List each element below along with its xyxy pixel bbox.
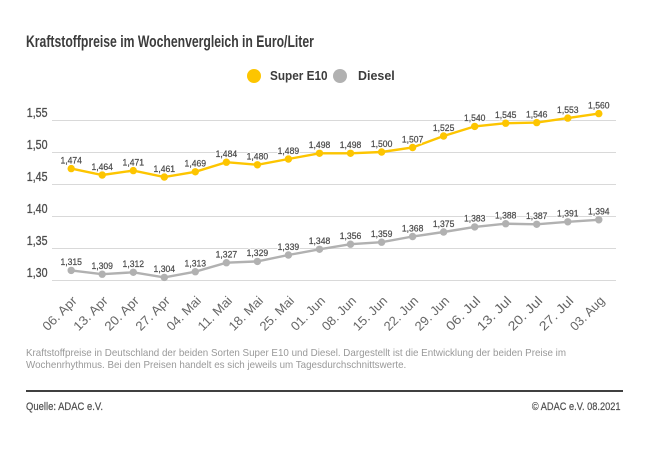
svg-text:1,327: 1,327 [216,250,238,260]
svg-text:1,464: 1,464 [91,162,113,172]
svg-text:1,391: 1,391 [557,209,579,219]
svg-text:1,500: 1,500 [371,139,393,149]
svg-text:1,461: 1,461 [154,164,176,174]
svg-text:1,383: 1,383 [464,214,486,224]
svg-text:1,560: 1,560 [588,100,610,110]
svg-text:1,309: 1,309 [91,261,113,271]
svg-text:1,560: 1,560 [588,100,610,110]
svg-text:1,471: 1,471 [123,157,145,167]
svg-text:1,474: 1,474 [60,155,82,165]
svg-text:1,312: 1,312 [123,259,145,269]
svg-text:1,368: 1,368 [402,223,424,233]
svg-text:1,375: 1,375 [433,219,455,229]
svg-text:1,484: 1,484 [216,149,238,159]
svg-text:1,356: 1,356 [340,231,362,241]
svg-text:1,498: 1,498 [309,140,331,150]
svg-text:1,55: 1,55 [27,106,48,120]
svg-text:1,339: 1,339 [278,242,300,252]
svg-text:1,329: 1,329 [247,248,269,258]
svg-text:1,356: 1,356 [340,231,362,241]
svg-text:1,540: 1,540 [464,113,486,123]
svg-text:1,45: 1,45 [27,170,48,184]
svg-text:1,387: 1,387 [526,211,548,221]
svg-text:1,489: 1,489 [278,146,300,156]
svg-text:1,348: 1,348 [309,236,331,246]
svg-text:1,312: 1,312 [123,259,145,269]
svg-text:1,553: 1,553 [557,105,579,115]
svg-text:1,500: 1,500 [371,139,393,149]
svg-text:1,464: 1,464 [91,162,113,172]
svg-text:1,525: 1,525 [433,123,455,133]
svg-text:1,368: 1,368 [402,223,424,233]
svg-text:1,40: 1,40 [27,202,48,216]
svg-text:1,388: 1,388 [495,211,517,221]
svg-text:1,375: 1,375 [433,219,455,229]
svg-text:1,545: 1,545 [495,110,517,120]
svg-text:1,545: 1,545 [495,110,517,120]
svg-text:1,391: 1,391 [557,209,579,219]
svg-text:1,471: 1,471 [123,157,145,167]
svg-text:1,388: 1,388 [495,211,517,221]
svg-text:1,394: 1,394 [588,207,610,217]
svg-text:1,304: 1,304 [154,264,176,274]
svg-text:1,469: 1,469 [185,159,207,169]
svg-text:1,35: 1,35 [27,234,48,248]
svg-text:1,469: 1,469 [185,159,207,169]
svg-text:1,348: 1,348 [309,236,331,246]
svg-text:03. Aug: 03. Aug [567,293,608,334]
svg-text:1,489: 1,489 [278,146,300,156]
svg-text:1,507: 1,507 [402,134,424,144]
svg-text:1,540: 1,540 [464,113,486,123]
svg-text:1,553: 1,553 [557,105,579,115]
svg-text:1,498: 1,498 [340,140,362,150]
svg-text:1,394: 1,394 [588,207,610,217]
svg-text:1,525: 1,525 [433,123,455,133]
svg-text:1,339: 1,339 [278,242,300,252]
svg-text:1,30: 1,30 [27,266,48,280]
svg-text:1,329: 1,329 [247,248,269,258]
svg-text:1,359: 1,359 [371,229,393,239]
svg-text:1,480: 1,480 [247,152,269,162]
svg-text:1,507: 1,507 [402,134,424,144]
svg-text:1,359: 1,359 [371,229,393,239]
svg-text:1,304: 1,304 [154,264,176,274]
svg-text:1,480: 1,480 [247,152,269,162]
svg-text:1,546: 1,546 [526,109,548,119]
svg-text:1,50: 1,50 [27,138,48,152]
svg-text:1,313: 1,313 [185,259,207,269]
svg-text:1,461: 1,461 [154,164,176,174]
svg-text:1,484: 1,484 [216,149,238,159]
svg-text:1,383: 1,383 [464,214,486,224]
svg-text:1,498: 1,498 [309,140,331,150]
svg-text:1,387: 1,387 [526,211,548,221]
svg-text:1,313: 1,313 [185,259,207,269]
svg-text:1,474: 1,474 [60,155,82,165]
svg-text:1,309: 1,309 [91,261,113,271]
svg-text:1,315: 1,315 [60,257,82,267]
svg-text:1,498: 1,498 [340,140,362,150]
svg-text:1,315: 1,315 [60,257,82,267]
svg-text:1,327: 1,327 [216,250,238,260]
svg-text:1,546: 1,546 [526,109,548,119]
